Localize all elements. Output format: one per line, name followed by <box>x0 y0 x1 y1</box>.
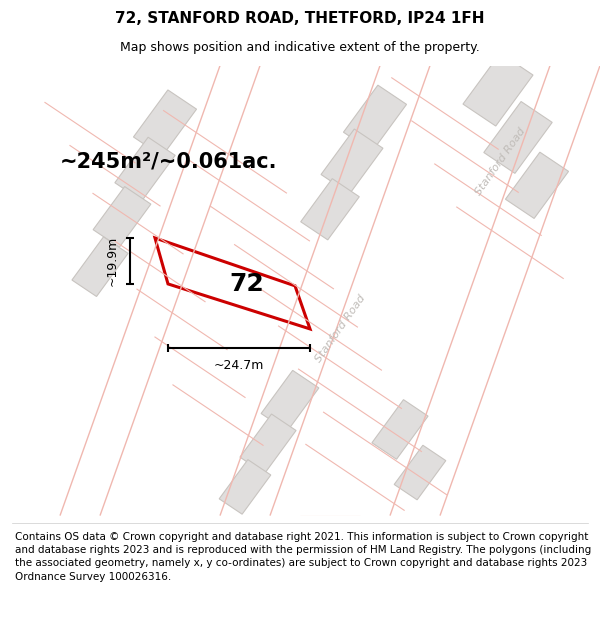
Polygon shape <box>505 152 569 219</box>
Polygon shape <box>463 53 533 126</box>
Polygon shape <box>93 186 151 248</box>
Polygon shape <box>115 138 175 201</box>
Text: Stanford Road: Stanford Road <box>313 293 367 364</box>
Polygon shape <box>343 85 407 151</box>
Polygon shape <box>133 90 197 156</box>
Polygon shape <box>219 459 271 514</box>
Polygon shape <box>301 179 359 240</box>
Text: Contains OS data © Crown copyright and database right 2021. This information is : Contains OS data © Crown copyright and d… <box>15 532 591 582</box>
Polygon shape <box>484 101 552 173</box>
Polygon shape <box>261 371 319 431</box>
Text: ~24.7m: ~24.7m <box>214 359 264 372</box>
Text: 72: 72 <box>230 272 265 296</box>
Text: 72, STANFORD ROAD, THETFORD, IP24 1FH: 72, STANFORD ROAD, THETFORD, IP24 1FH <box>115 11 485 26</box>
Polygon shape <box>321 129 383 194</box>
Text: Stanford Road: Stanford Road <box>473 126 527 197</box>
Text: Map shows position and indicative extent of the property.: Map shows position and indicative extent… <box>120 41 480 54</box>
Polygon shape <box>394 445 446 500</box>
Text: ~245m²/~0.061ac.: ~245m²/~0.061ac. <box>60 151 277 171</box>
Text: ~19.9m: ~19.9m <box>106 236 119 286</box>
Polygon shape <box>372 399 428 459</box>
Polygon shape <box>240 414 296 474</box>
Polygon shape <box>72 237 128 296</box>
